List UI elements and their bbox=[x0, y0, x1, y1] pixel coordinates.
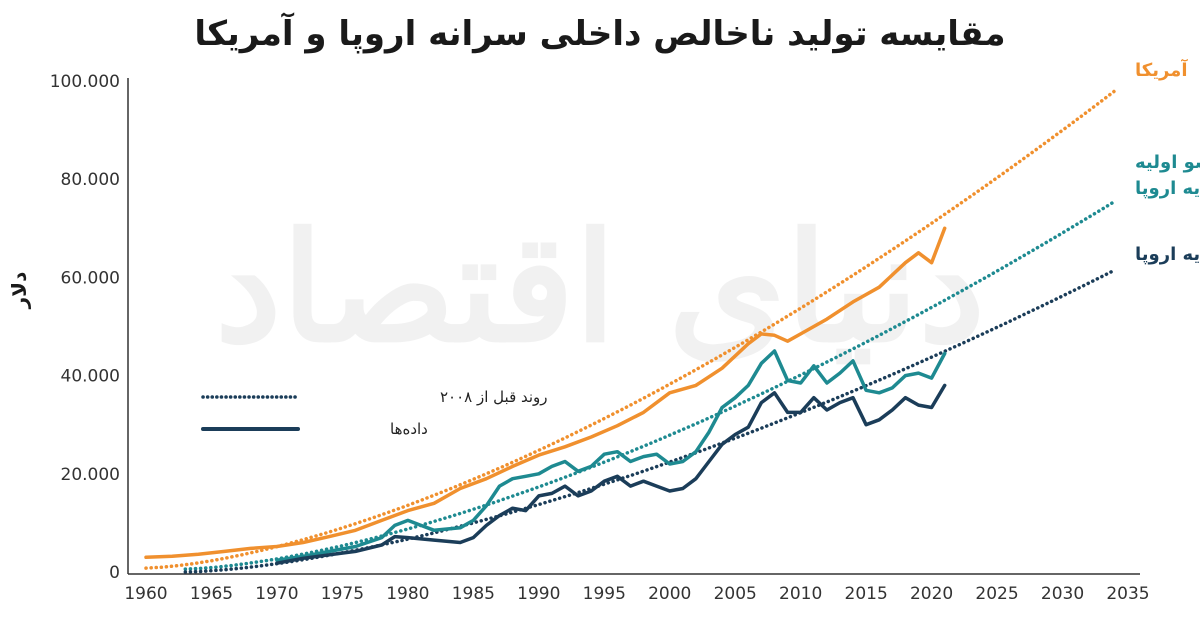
x-tick-labels: 1960 1965 1970 1975 1980 1985 1990 1995 2000 2005… bbox=[124, 584, 1149, 604]
x-tick-label: 1970 bbox=[255, 584, 298, 604]
y-tick-label: 100.000 bbox=[50, 72, 120, 92]
data-lines bbox=[144, 226, 947, 565]
x-tick-label: 1965 bbox=[190, 584, 233, 604]
data-line-eu15 bbox=[275, 349, 947, 562]
y-tick-label: 20.000 bbox=[61, 465, 120, 485]
x-tick-label: 2000 bbox=[648, 584, 691, 604]
x-tick-label: 1985 bbox=[452, 584, 495, 604]
y-axis-label: دلار bbox=[7, 272, 31, 310]
legend-label-data: داده‌ها bbox=[390, 420, 428, 438]
series-labels: آمریکا ۱۵ عضو اولیهاتحادیه اروپا اتحادیه ا… bbox=[1135, 58, 1200, 265]
x-tick-label: 1990 bbox=[517, 584, 560, 604]
trend-line-eu15 bbox=[183, 199, 1117, 571]
y-tick-label: 80.000 bbox=[61, 170, 120, 190]
trend-line-eu bbox=[183, 268, 1117, 574]
y-tick-label: 0 bbox=[109, 563, 120, 583]
x-tick-label: 1980 bbox=[386, 584, 429, 604]
x-tick-label: 2010 bbox=[779, 584, 822, 604]
x-tick-label: 2015 bbox=[845, 584, 888, 604]
x-tick-label: 1960 bbox=[124, 584, 167, 604]
x-tick-label: 2035 bbox=[1106, 584, 1149, 604]
x-tick-label: 2030 bbox=[1041, 584, 1084, 604]
x-tick-label: 2025 bbox=[975, 584, 1018, 604]
legend: روند قبل از ۲۰۰۸ داده‌ها bbox=[201, 388, 548, 438]
x-tick-label: 1995 bbox=[583, 584, 626, 604]
y-tick-label: 40.000 bbox=[61, 367, 120, 387]
trend-lines bbox=[144, 89, 1117, 574]
legend-label-trend: روند قبل از ۲۰۰۸ bbox=[440, 388, 548, 406]
series-label-us: آمریکا bbox=[1135, 58, 1188, 81]
y-tick-labels: 0 20.000 40.000 60.000 80.000 100.000 bbox=[50, 72, 120, 583]
watermark-text: دنیای اقتصاد bbox=[215, 200, 985, 376]
trend-line-us bbox=[144, 89, 1117, 570]
data-line-eu bbox=[275, 383, 947, 565]
x-tick-label: 2005 bbox=[714, 584, 757, 604]
series-label-eu15: ۱۵ عضو اولیهاتحادیه اروپا bbox=[1135, 152, 1200, 199]
chart-title: مقایسه تولید ناخالص داخلی سرانه اروپا و … bbox=[194, 14, 1006, 54]
data-line-us bbox=[144, 226, 947, 560]
y-tick-label: 60.000 bbox=[61, 268, 120, 288]
x-tick-label: 1975 bbox=[321, 584, 364, 604]
series-label-eu: اتحادیه اروپا bbox=[1135, 244, 1200, 265]
x-tick-label: 2020 bbox=[910, 584, 953, 604]
